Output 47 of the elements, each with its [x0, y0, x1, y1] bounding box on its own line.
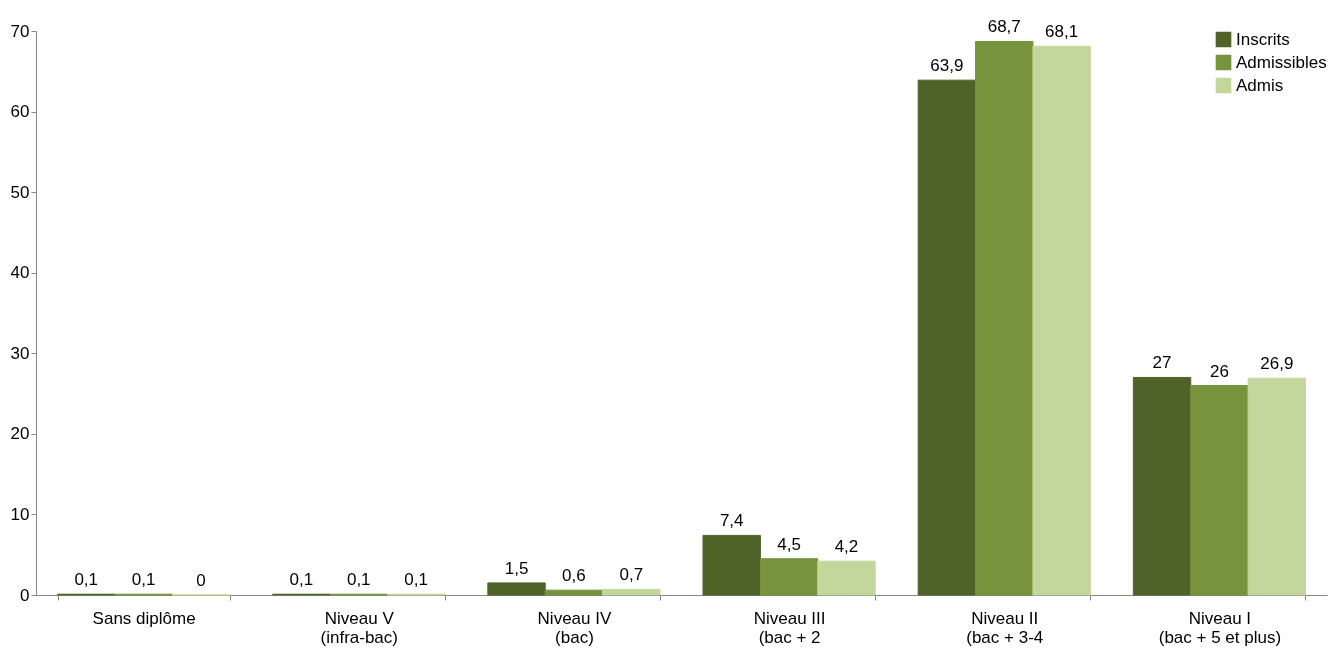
data-label: 0,1: [74, 570, 99, 590]
y-tick-label: 70: [10, 21, 30, 41]
data-label: 68,7: [987, 17, 1021, 37]
legend-label: Admis: [1236, 75, 1284, 95]
data-label: 0,7: [619, 565, 644, 585]
legend-label: Inscrits: [1236, 29, 1290, 49]
data-label: 0,1: [404, 570, 428, 590]
y-tick-label: 20: [10, 424, 30, 444]
data-label: 27: [1152, 353, 1172, 373]
data-label: 4,5: [777, 534, 801, 554]
data-label: 0,1: [289, 570, 314, 590]
y-tick-label: 60: [10, 102, 30, 122]
data-label: 26,9: [1260, 354, 1294, 374]
bar: [1247, 377, 1306, 596]
y-tick-label: 30: [10, 343, 30, 363]
bar: [1132, 376, 1192, 596]
data-label: 7,4: [719, 511, 744, 531]
bar: [487, 582, 546, 596]
bar: [602, 588, 661, 596]
bar: [1032, 45, 1091, 596]
data-label: 0,1: [131, 570, 156, 590]
x-tick-label: Niveau I (bac + 5 et plus): [1158, 608, 1282, 647]
data-label: 4,2: [834, 537, 859, 557]
data-label: 1,5: [504, 558, 529, 578]
data-label: 68,1: [1045, 22, 1079, 42]
data-label: 0: [196, 571, 206, 590]
y-tick-label: 40: [10, 263, 30, 283]
legend-label: Admissibles: [1236, 52, 1327, 72]
x-tick-label: Niveau IV (bac): [537, 608, 612, 647]
data-label: 26: [1209, 361, 1229, 381]
bar: [1190, 385, 1249, 596]
y-tick-label: 50: [10, 182, 30, 202]
bar: [702, 534, 761, 596]
y-tick-label: 0: [20, 585, 30, 605]
bar: [975, 40, 1034, 596]
data-label: 0,1: [346, 570, 371, 590]
x-tick-label: Niveau II (bac + 3-4: [966, 608, 1044, 647]
y-tick-label: 10: [10, 504, 30, 524]
x-tick-label: Niveau III (bac + 2: [753, 608, 826, 647]
bar: [817, 560, 876, 596]
bar: [917, 79, 977, 596]
bar: [544, 589, 604, 596]
x-tick-label: Sans diplôme: [92, 608, 196, 628]
x-tick-label: Niveau V (infra-bac): [320, 608, 398, 647]
data-label: 63,9: [930, 56, 964, 76]
data-label: 0,6: [562, 566, 586, 586]
bar: [759, 558, 819, 596]
